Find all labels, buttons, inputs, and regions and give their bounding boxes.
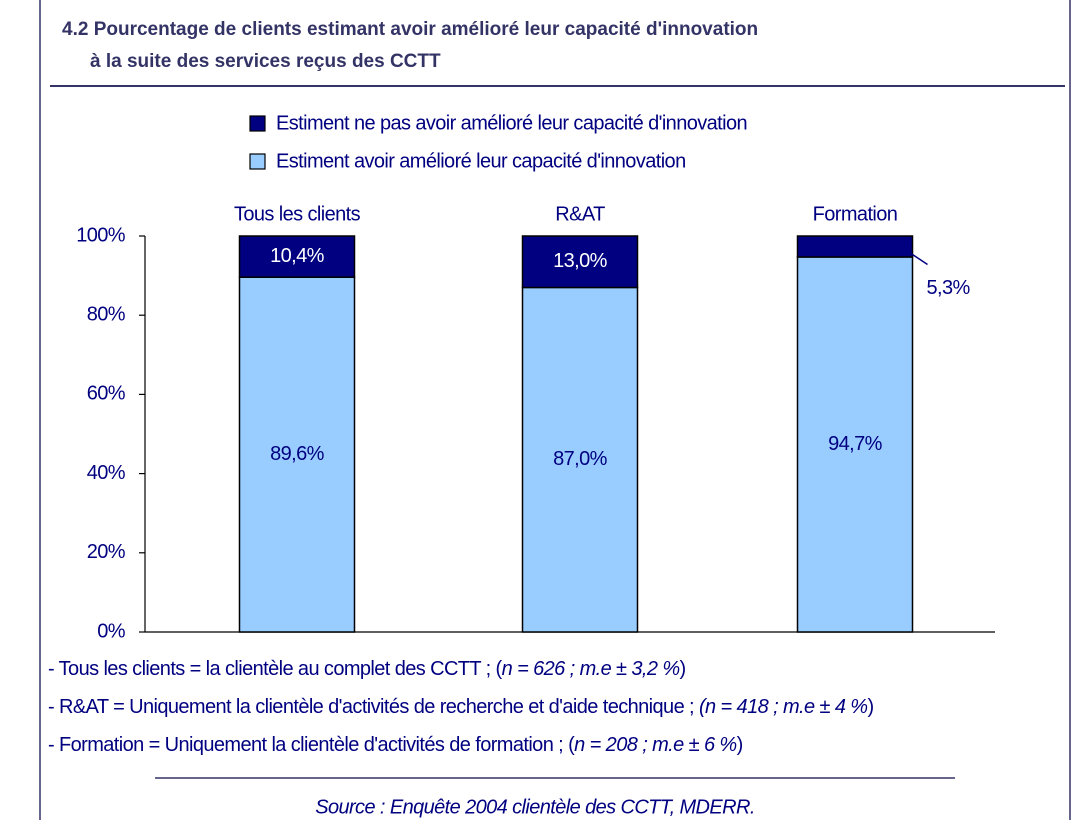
note-text: - Formation = Uniquement la clientèle d'…	[48, 734, 575, 756]
x-category-label: Formation	[813, 203, 898, 225]
y-tick-label: 40%	[87, 462, 126, 484]
x-category-label: Tous les clients	[234, 203, 361, 225]
y-tick-label: 60%	[87, 383, 126, 405]
data-label: 87,0%	[553, 448, 608, 470]
data-label: 13,0%	[553, 250, 608, 272]
note-end: )	[680, 658, 686, 680]
source: Source : Enquête 2004 clientèle des CCTT…	[315, 796, 755, 818]
data-label: 94,7%	[828, 433, 883, 455]
y-tick-label: 20%	[87, 541, 126, 563]
legend-label: Estiment avoir amélioré leur capacité d'…	[276, 150, 686, 172]
legend-swatch	[249, 115, 266, 132]
chart-title: 4.2 Pourcentage de clients estimant avoi…	[62, 19, 758, 40]
note-end: )	[737, 734, 743, 756]
chart-title: à la suite des services reçus des CCTT	[90, 51, 441, 72]
bar-segment	[796, 256, 914, 633]
bar-segment	[521, 235, 639, 289]
note-detail: n = 208 ; m.e ± 6 %	[574, 734, 736, 756]
bar-segment	[521, 286, 639, 633]
data-label: 10,4%	[270, 245, 325, 267]
y-tick-label: 0%	[97, 620, 126, 642]
bar-segment	[238, 276, 356, 633]
data-label: 5,3%	[927, 277, 971, 299]
legend-label: Estiment ne pas avoir amélioré leur capa…	[276, 112, 747, 134]
leader-line	[900, 245, 928, 266]
note-text: - Tous les clients = la clientèle au com…	[48, 658, 503, 680]
note-detail: (n = 418 ; m.e ± 4 %	[699, 696, 868, 718]
y-tick-label: 80%	[87, 303, 126, 325]
note-text: - R&AT = Uniquement la clientèle d'activ…	[48, 696, 699, 718]
bar-segment	[796, 235, 914, 258]
bar-segment	[238, 235, 356, 278]
note: - Formation = Uniquement la clientèle d'…	[48, 734, 743, 756]
note: - R&AT = Uniquement la clientèle d'activ…	[48, 696, 874, 718]
data-label: 89,6%	[270, 443, 325, 465]
legend-swatch	[249, 153, 266, 170]
y-tick-label: 100%	[76, 224, 126, 246]
note-detail: n = 626 ; m.e ± 3,2 %	[502, 658, 680, 680]
note: - Tous les clients = la clientèle au com…	[48, 658, 686, 680]
note-end: )	[867, 696, 873, 718]
x-category-label: R&AT	[555, 203, 605, 225]
